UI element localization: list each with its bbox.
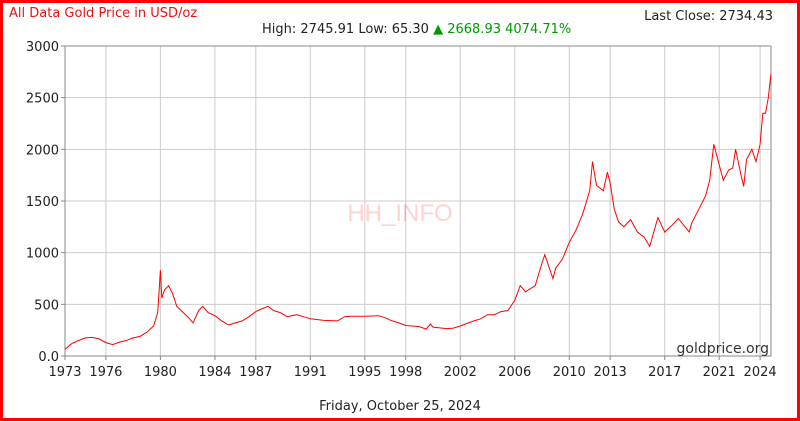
low-label: Low: bbox=[358, 22, 388, 37]
x-tick-label: 1995 bbox=[348, 365, 381, 380]
change-value: 2668.93 bbox=[447, 22, 501, 37]
x-tick-label: 1980 bbox=[144, 365, 177, 380]
change-info: ▲ 2668.93 4074.71% bbox=[433, 22, 571, 37]
source-label: goldprice.org bbox=[677, 341, 769, 357]
x-tick-label: 2024 bbox=[744, 365, 777, 380]
high-value: 2745.91 bbox=[300, 22, 355, 37]
chart-title: All Data Gold Price in USD/oz bbox=[9, 6, 198, 21]
chart-date: Friday, October 25, 2024 bbox=[319, 399, 481, 414]
x-tick-label: 2017 bbox=[648, 365, 681, 380]
x-tick-label: 2006 bbox=[498, 365, 531, 380]
y-tick-label: 0.0 bbox=[38, 350, 59, 365]
y-tick-label: 1000 bbox=[26, 247, 59, 262]
grid bbox=[64, 45, 772, 357]
low-value: 65.30 bbox=[391, 22, 429, 37]
x-tick-label: 2013 bbox=[594, 365, 627, 380]
x-tick-label: 2010 bbox=[553, 365, 586, 380]
x-tick-label: 1998 bbox=[389, 365, 422, 380]
x-axis: 1973 1976 1980 1984 1987 1991 1995 1998 2002 2006… bbox=[48, 356, 777, 380]
x-tick-label: 1991 bbox=[294, 365, 327, 380]
y-tick-label: 1500 bbox=[26, 195, 59, 210]
y-tick-label: 3000 bbox=[26, 40, 59, 55]
y-tick-label: 500 bbox=[34, 298, 59, 313]
x-tick-label: 1987 bbox=[239, 365, 272, 380]
watermark: HH_INFO bbox=[347, 200, 452, 227]
change-percent: 4074.71% bbox=[505, 22, 572, 37]
up-arrow-icon: ▲ bbox=[433, 22, 444, 37]
x-tick-label: 1984 bbox=[198, 365, 231, 380]
y-tick-label: 2500 bbox=[26, 92, 59, 107]
y-axis: 0.0 500 1000 1500 2000 2500 3000 bbox=[26, 40, 65, 365]
x-tick-label: 2021 bbox=[703, 365, 736, 380]
y-tick-label: 2000 bbox=[26, 143, 59, 158]
high-label: High: bbox=[262, 22, 297, 37]
last-close: Last Close: 2734.43 bbox=[644, 9, 773, 24]
series-line bbox=[64, 73, 772, 350]
x-tick-label: 2002 bbox=[444, 365, 477, 380]
x-tick-label: 1976 bbox=[89, 365, 122, 380]
price-stats: High: 2745.91 Low: 65.30 ▲ 2668.93 4074.… bbox=[262, 22, 571, 37]
x-tick-label: 1973 bbox=[48, 365, 81, 380]
